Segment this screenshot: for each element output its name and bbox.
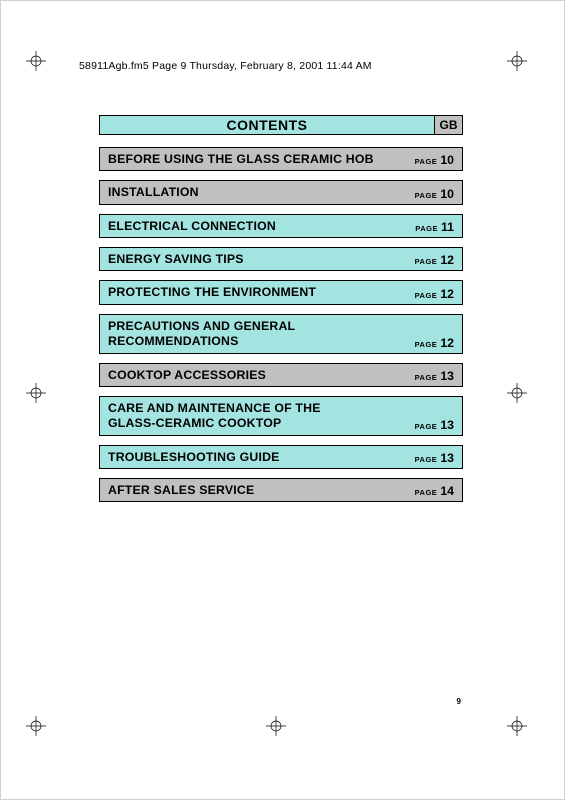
page-label: PAGE bbox=[415, 291, 438, 300]
registration-mark-icon bbox=[507, 716, 527, 736]
toc-item: AFTER SALES SERVICE PAGE14 bbox=[99, 478, 463, 502]
toc-item: COOKTOP ACCESSORIES PAGE13 bbox=[99, 363, 463, 387]
toc-item: PRECAUTIONS AND GENERALRECOMMENDATIONS PA… bbox=[99, 314, 463, 354]
toc-item-page: PAGE12 bbox=[415, 253, 454, 267]
toc-item-title: COOKTOP ACCESSORIES bbox=[108, 368, 266, 383]
registration-mark-icon bbox=[26, 51, 46, 71]
page-label: PAGE bbox=[415, 257, 438, 266]
toc-item-title: ENERGY SAVING TIPS bbox=[108, 252, 244, 267]
page-num: 10 bbox=[440, 153, 454, 167]
header-line: 58911Agb.fm5 Page 9 Thursday, February 8… bbox=[79, 60, 372, 72]
toc-item-page: PAGE10 bbox=[415, 153, 454, 167]
page-label: PAGE bbox=[415, 157, 438, 166]
toc-item-title: TROUBLESHOOTING GUIDE bbox=[108, 450, 280, 465]
page-label: PAGE bbox=[415, 340, 438, 349]
registration-mark-icon bbox=[507, 51, 527, 71]
page-num: 14 bbox=[440, 484, 454, 498]
toc-item-title: PRECAUTIONS AND GENERALRECOMMENDATIONS bbox=[108, 319, 295, 350]
toc-item: INSTALLATION PAGE10 bbox=[99, 180, 463, 204]
toc-item-page: PAGE13 bbox=[415, 451, 454, 465]
contents-title: CONTENTS bbox=[99, 115, 435, 135]
page-label: PAGE bbox=[415, 488, 438, 497]
toc-item-page: PAGE13 bbox=[415, 369, 454, 383]
registration-mark-icon bbox=[507, 383, 527, 403]
page: 58911Agb.fm5 Page 9 Thursday, February 8… bbox=[0, 0, 565, 800]
toc-item-page: PAGE11 bbox=[415, 220, 454, 234]
toc-item-page: PAGE13 bbox=[415, 418, 454, 432]
page-num: 13 bbox=[440, 451, 454, 465]
page-num: 12 bbox=[440, 287, 454, 301]
page-num: 13 bbox=[440, 369, 454, 383]
page-num: 12 bbox=[440, 253, 454, 267]
page-label: PAGE bbox=[415, 224, 438, 233]
toc-item-page: PAGE12 bbox=[415, 336, 454, 350]
toc-item: TROUBLESHOOTING GUIDE PAGE13 bbox=[99, 445, 463, 469]
page-label: PAGE bbox=[415, 191, 438, 200]
table-of-contents: BEFORE USING THE GLASS CERAMIC HOBPAGE10… bbox=[99, 147, 463, 511]
language-badge: GB bbox=[435, 115, 463, 135]
registration-mark-icon bbox=[26, 716, 46, 736]
page-number: 9 bbox=[457, 697, 461, 706]
registration-mark-icon bbox=[26, 383, 46, 403]
toc-item-title: BEFORE USING THE GLASS CERAMIC HOB bbox=[108, 152, 374, 167]
registration-mark-icon bbox=[266, 716, 286, 736]
page-num: 12 bbox=[440, 336, 454, 350]
page-label: PAGE bbox=[415, 455, 438, 464]
toc-item: CARE AND MAINTENANCE OF THEGLASS-CERAMIC… bbox=[99, 396, 463, 436]
toc-item-title: CARE AND MAINTENANCE OF THEGLASS-CERAMIC… bbox=[108, 401, 321, 432]
toc-item-title: AFTER SALES SERVICE bbox=[108, 483, 254, 498]
toc-item: BEFORE USING THE GLASS CERAMIC HOB PAGE10 bbox=[99, 147, 463, 171]
toc-item: ENERGY SAVING TIPS PAGE12 bbox=[99, 247, 463, 271]
page-num: 13 bbox=[440, 418, 454, 432]
page-num: 11 bbox=[441, 220, 454, 234]
toc-item-title: ELECTRICAL CONNECTION bbox=[108, 219, 276, 234]
toc-item-page: PAGE10 bbox=[415, 187, 454, 201]
contents-heading-row: CONTENTS GB bbox=[99, 115, 463, 135]
page-label: PAGE bbox=[415, 373, 438, 382]
toc-item: ELECTRICAL CONNECTION PAGE11 bbox=[99, 214, 463, 238]
page-label: PAGE bbox=[415, 422, 438, 431]
toc-item: PROTECTING THE ENVIRONMENT PAGE12 bbox=[99, 280, 463, 304]
page-num: 10 bbox=[440, 187, 454, 201]
toc-item-page: PAGE14 bbox=[415, 484, 454, 498]
toc-item-page: PAGE12 bbox=[415, 287, 454, 301]
toc-item-title: PROTECTING THE ENVIRONMENT bbox=[108, 285, 316, 300]
toc-item-title: INSTALLATION bbox=[108, 185, 199, 200]
